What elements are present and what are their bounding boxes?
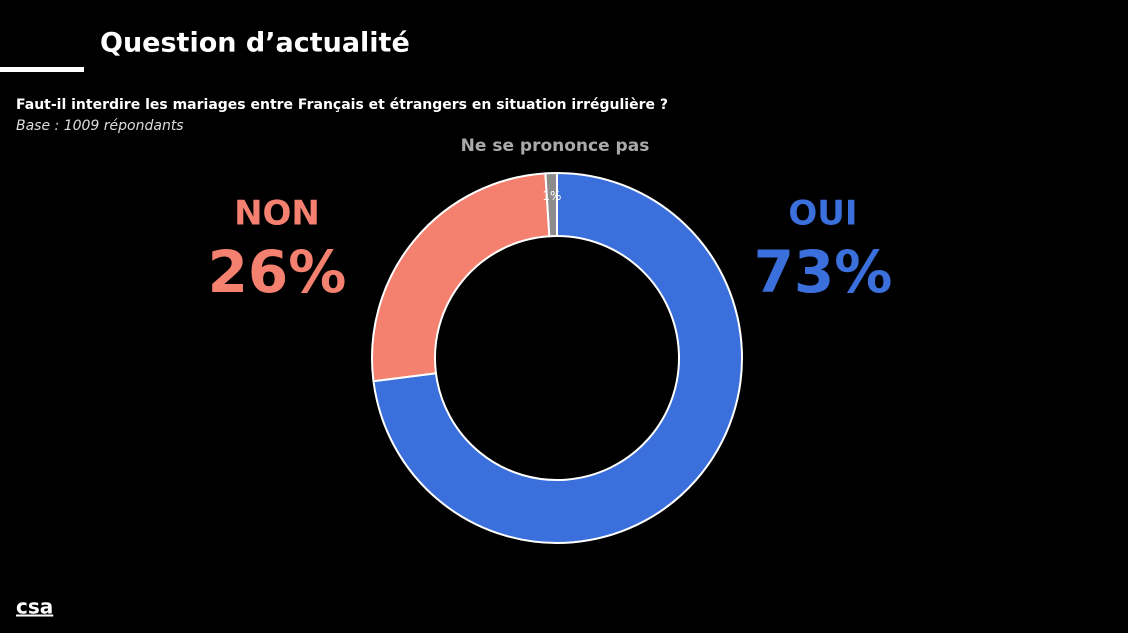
category-label: Ne se prononce pas (461, 136, 650, 156)
chart-caption: Base : 1009 répondants (16, 118, 184, 134)
slice (371, 172, 551, 383)
value-label: 73% (754, 238, 893, 306)
slice (544, 171, 558, 238)
slice (372, 171, 743, 544)
logo: csa (16, 595, 53, 619)
chart-title: Question d’actualité (100, 28, 410, 59)
category-label: OUI (788, 194, 857, 234)
chart-subtitle: Faut-il interdire les mariages entre Fra… (16, 97, 668, 113)
category-label: NON (234, 194, 320, 234)
title-bar (0, 67, 84, 72)
value-label: 1% (542, 189, 561, 203)
value-label: 26% (208, 238, 347, 306)
